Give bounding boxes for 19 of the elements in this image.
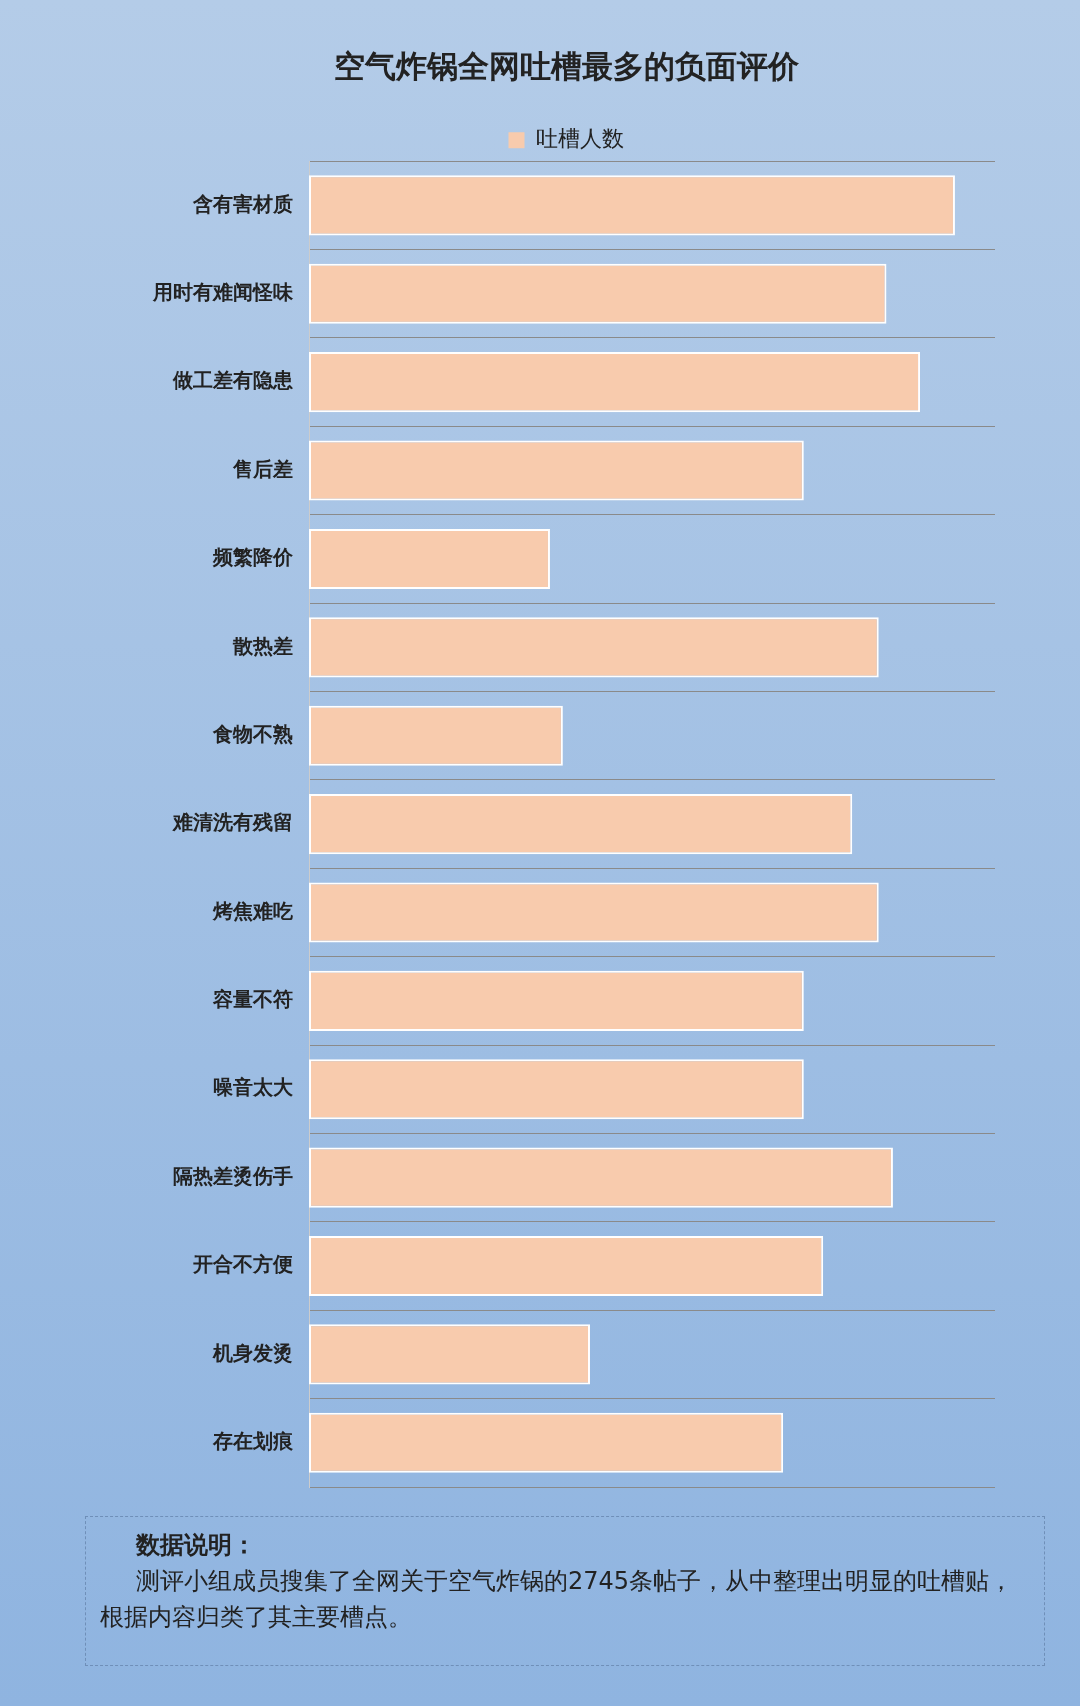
y-tick-label: 散热差 [232, 633, 293, 658]
y-tick-label: 容量不符 [212, 987, 293, 1012]
y-tick-label: 食物不熟 [212, 721, 293, 746]
y-tick-label: 用时有难闻怪味 [152, 279, 294, 304]
y-tick-label: 烤焦难吃 [212, 898, 293, 923]
text: 数据说明： [134, 1530, 257, 1561]
y-tick-label: 做工差有隐患 [172, 368, 294, 393]
y-tick-label: 机身发烫 [212, 1340, 293, 1365]
y-tick-label: 隔热差烫伤手 [173, 1163, 293, 1188]
y-tick-label: 频繁降价 [212, 545, 294, 570]
y-tick-label: 含有害材质 [192, 191, 293, 216]
y-tick-label: 噪音太大 [213, 1075, 294, 1100]
y-tick-label: 存在划痕 [212, 1429, 294, 1454]
y-tick-label: 开合不方便 [192, 1252, 293, 1277]
legend-label: 吐槽人数 [535, 125, 624, 151]
y-tick-label: 难清洗有残留 [172, 810, 293, 835]
chart-title: 空气炸锅全网吐槽最多的负面评价 [333, 47, 800, 84]
y-tick-label: 售后差 [232, 456, 293, 481]
text: 测评小组成员搜集了全网关于空气炸锅的2745条帖子，从中整理出明显的吐槽贴，根据内容归类了其主要槽点。 [100, 1566, 1015, 1633]
